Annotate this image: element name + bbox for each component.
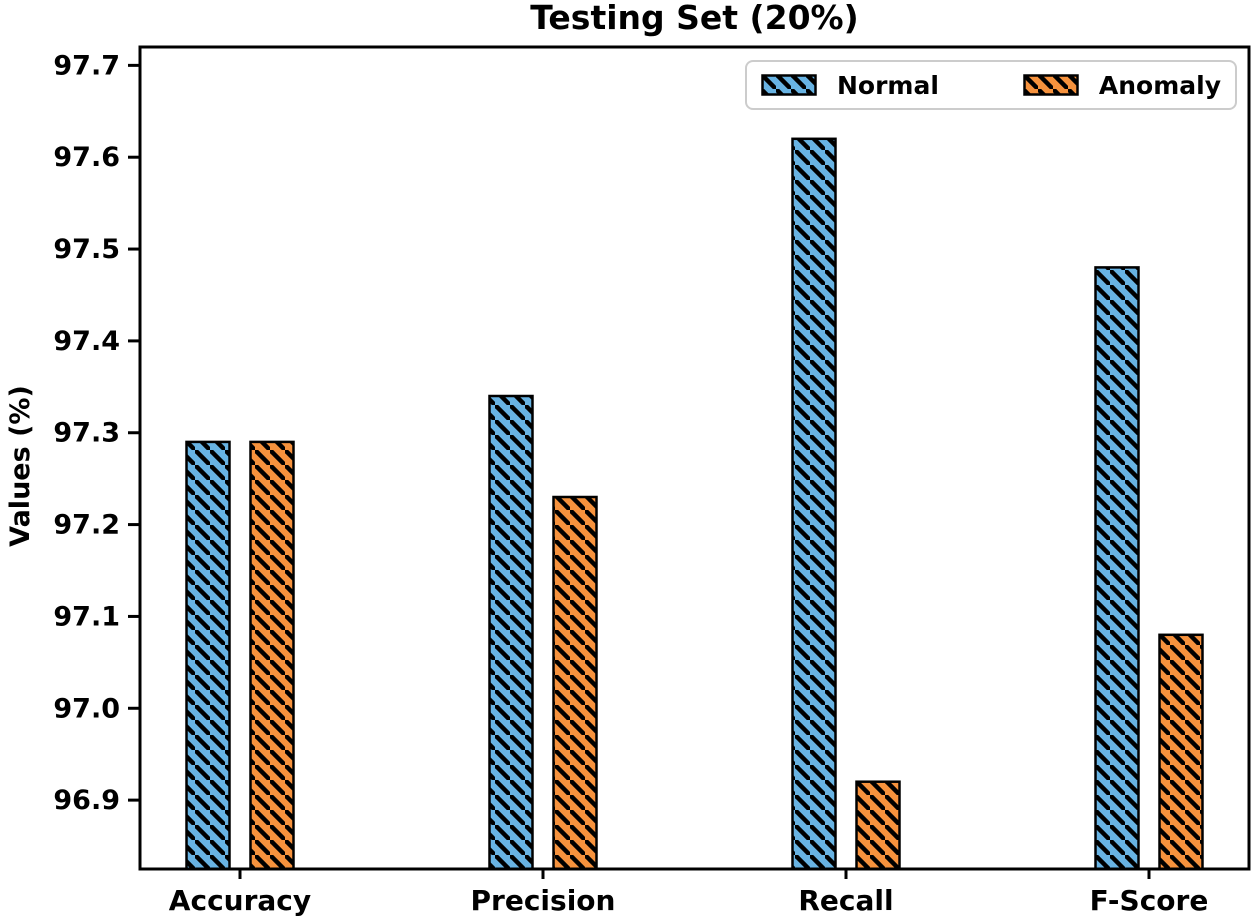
legend-swatch-anomaly-icon: [1023, 74, 1079, 96]
x-tick-label: F-Score: [1090, 884, 1209, 917]
legend: Normal Anomaly: [745, 60, 1237, 110]
bar-normal-f-score: [1094, 266, 1140, 871]
plot-border: [138, 45, 1251, 871]
y-tick-label: 97.3: [53, 418, 120, 449]
legend-item-anomaly: Anomaly: [1023, 71, 1221, 100]
bar-anomaly-recall: [855, 780, 901, 871]
legend-label-anomaly: Anomaly: [1098, 70, 1221, 100]
y-tick-label: 97.5: [53, 234, 120, 265]
y-tick-label: 97.1: [53, 601, 120, 632]
bar-normal-accuracy: [185, 440, 231, 871]
y-tick-label: 97.7: [53, 50, 120, 81]
x-tick-label: Recall: [798, 884, 893, 917]
x-tick-label: Accuracy: [169, 884, 311, 917]
chart-title: Testing Set (20%): [530, 0, 859, 37]
legend-swatch-normal-icon: [761, 74, 817, 96]
bar-anomaly-precision: [552, 495, 598, 871]
bar-anomaly-accuracy: [249, 440, 295, 871]
bar-anomaly-f-score: [1158, 633, 1204, 871]
y-tick-label: 97.2: [53, 510, 120, 541]
bar-normal-precision: [488, 394, 534, 871]
legend-label-normal: Normal: [837, 70, 939, 100]
x-tick-label: Precision: [471, 884, 616, 917]
bar-normal-recall: [791, 137, 837, 871]
y-tick-label: 97.4: [53, 326, 120, 357]
legend-item-normal: Normal: [761, 71, 939, 100]
y-tick-label: 97.0: [53, 693, 120, 724]
y-tick-label: 96.9: [53, 785, 120, 816]
y-tick-label: 97.6: [53, 142, 120, 173]
